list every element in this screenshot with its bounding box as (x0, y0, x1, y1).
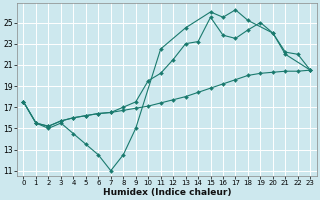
X-axis label: Humidex (Indice chaleur): Humidex (Indice chaleur) (103, 188, 231, 197)
